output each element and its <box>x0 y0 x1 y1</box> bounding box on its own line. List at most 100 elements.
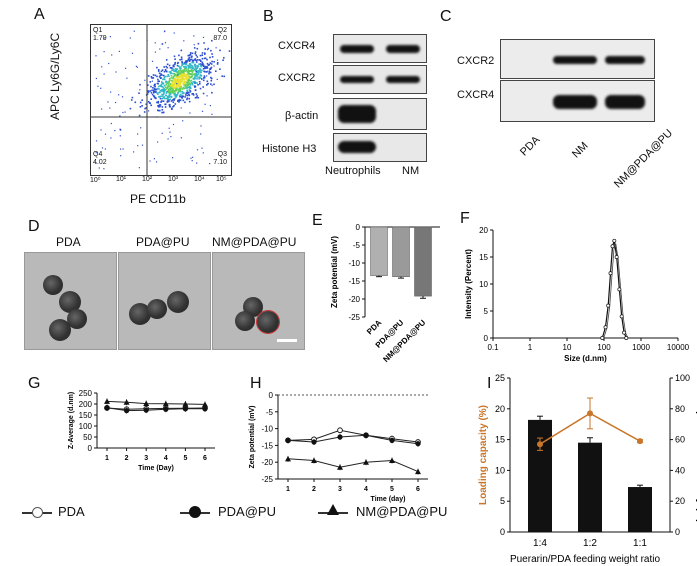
flow-event <box>163 70 166 73</box>
flow-event <box>184 62 186 64</box>
flow-event <box>160 77 162 79</box>
flow-event <box>154 83 156 86</box>
flow-event <box>206 95 208 97</box>
flow-event <box>100 129 102 131</box>
flow-event <box>153 158 155 160</box>
flow-event <box>199 87 202 90</box>
flow-event <box>161 106 164 108</box>
flow-event <box>165 91 168 94</box>
flow-event <box>211 91 213 94</box>
flow-event <box>193 59 196 61</box>
zeta-stability-chart: 0 -5 -10 -15 -20 -25 1 2 3 4 5 6 Time (day) Zeta pote… <box>249 391 428 503</box>
flow-event <box>182 120 184 122</box>
flow-event <box>206 49 209 51</box>
flow-event <box>138 114 141 117</box>
flow-event <box>190 81 193 84</box>
flow-event <box>176 83 178 85</box>
flow-event <box>184 70 186 72</box>
flow-event <box>188 100 191 103</box>
flow-event <box>167 90 170 93</box>
series-line <box>287 458 419 473</box>
flow-event <box>163 76 166 78</box>
flow-event <box>156 75 158 78</box>
flow-event <box>178 87 181 90</box>
flow-event <box>165 94 167 97</box>
q2-value: 87.0 <box>213 35 227 42</box>
flow-event <box>172 65 174 67</box>
flow-event <box>178 76 180 78</box>
flow-event <box>158 72 161 75</box>
flow-event <box>185 75 188 78</box>
flow-event <box>182 77 185 80</box>
flow-event <box>178 54 180 57</box>
flow-event <box>170 136 172 138</box>
flow-event <box>216 62 219 64</box>
flow-event <box>206 62 209 65</box>
distribution-line <box>601 240 627 339</box>
flow-event <box>191 75 193 78</box>
flow-event <box>187 86 189 89</box>
flow-event <box>183 40 185 42</box>
flow-event <box>140 127 142 129</box>
flow-event <box>204 57 207 59</box>
open-circle-icon <box>32 507 43 518</box>
flow-event <box>168 94 171 96</box>
flow-event <box>190 68 193 71</box>
flow-event <box>198 63 200 65</box>
flow-event <box>159 48 161 50</box>
flow-event <box>191 61 193 64</box>
flow-event <box>188 93 190 96</box>
flow-event <box>190 73 192 75</box>
flow-event <box>200 71 202 73</box>
y-tick-label: -10 <box>261 425 273 434</box>
y-tick-label: 5 <box>484 307 489 316</box>
flow-event <box>187 72 189 75</box>
flow-event <box>170 85 172 87</box>
y-tick-label: 10 <box>495 465 505 475</box>
flow-event <box>183 65 185 68</box>
flow-event <box>163 93 165 95</box>
flow-event <box>190 64 192 67</box>
flow-event <box>129 37 131 39</box>
flow-event <box>181 62 184 64</box>
legend-item: PDA@PU <box>218 504 276 519</box>
flow-event <box>174 103 177 105</box>
flow-event <box>131 52 134 54</box>
flow-event <box>201 147 203 149</box>
data-point <box>202 406 208 412</box>
flow-event <box>157 141 159 143</box>
x-tick-label: 6 <box>416 486 420 493</box>
flow-event <box>177 74 180 76</box>
flow-event <box>171 69 173 71</box>
flow-event <box>199 63 202 65</box>
flow-event <box>199 77 202 79</box>
flow-event <box>103 168 105 170</box>
flow-event <box>187 69 189 72</box>
flow-event <box>192 61 194 63</box>
y-tick-label: -10 <box>348 259 360 268</box>
flow-event <box>185 61 188 64</box>
flow-event <box>192 78 195 80</box>
flow-event <box>163 88 166 90</box>
flow-event <box>138 92 140 94</box>
flow-event <box>182 69 185 72</box>
flow-event <box>147 84 149 86</box>
flow-event <box>198 78 200 80</box>
y2-tick-label: 60 <box>675 435 685 445</box>
flow-event <box>184 63 187 65</box>
flow-event <box>211 84 213 86</box>
flow-event <box>195 69 197 71</box>
x-tick-label: 3 <box>338 486 342 493</box>
flow-event <box>189 52 192 54</box>
flow-event <box>181 87 184 90</box>
data-point <box>104 398 110 404</box>
flow-event <box>168 77 171 80</box>
flow-event <box>165 81 167 83</box>
tick-label: 10² <box>142 176 153 183</box>
flow-event <box>210 76 212 79</box>
flow-event <box>198 72 200 74</box>
flow-event <box>174 69 177 72</box>
x-axis-label: Size (d.nm) <box>564 354 607 363</box>
flow-event <box>194 82 196 84</box>
flow-event <box>177 65 180 67</box>
